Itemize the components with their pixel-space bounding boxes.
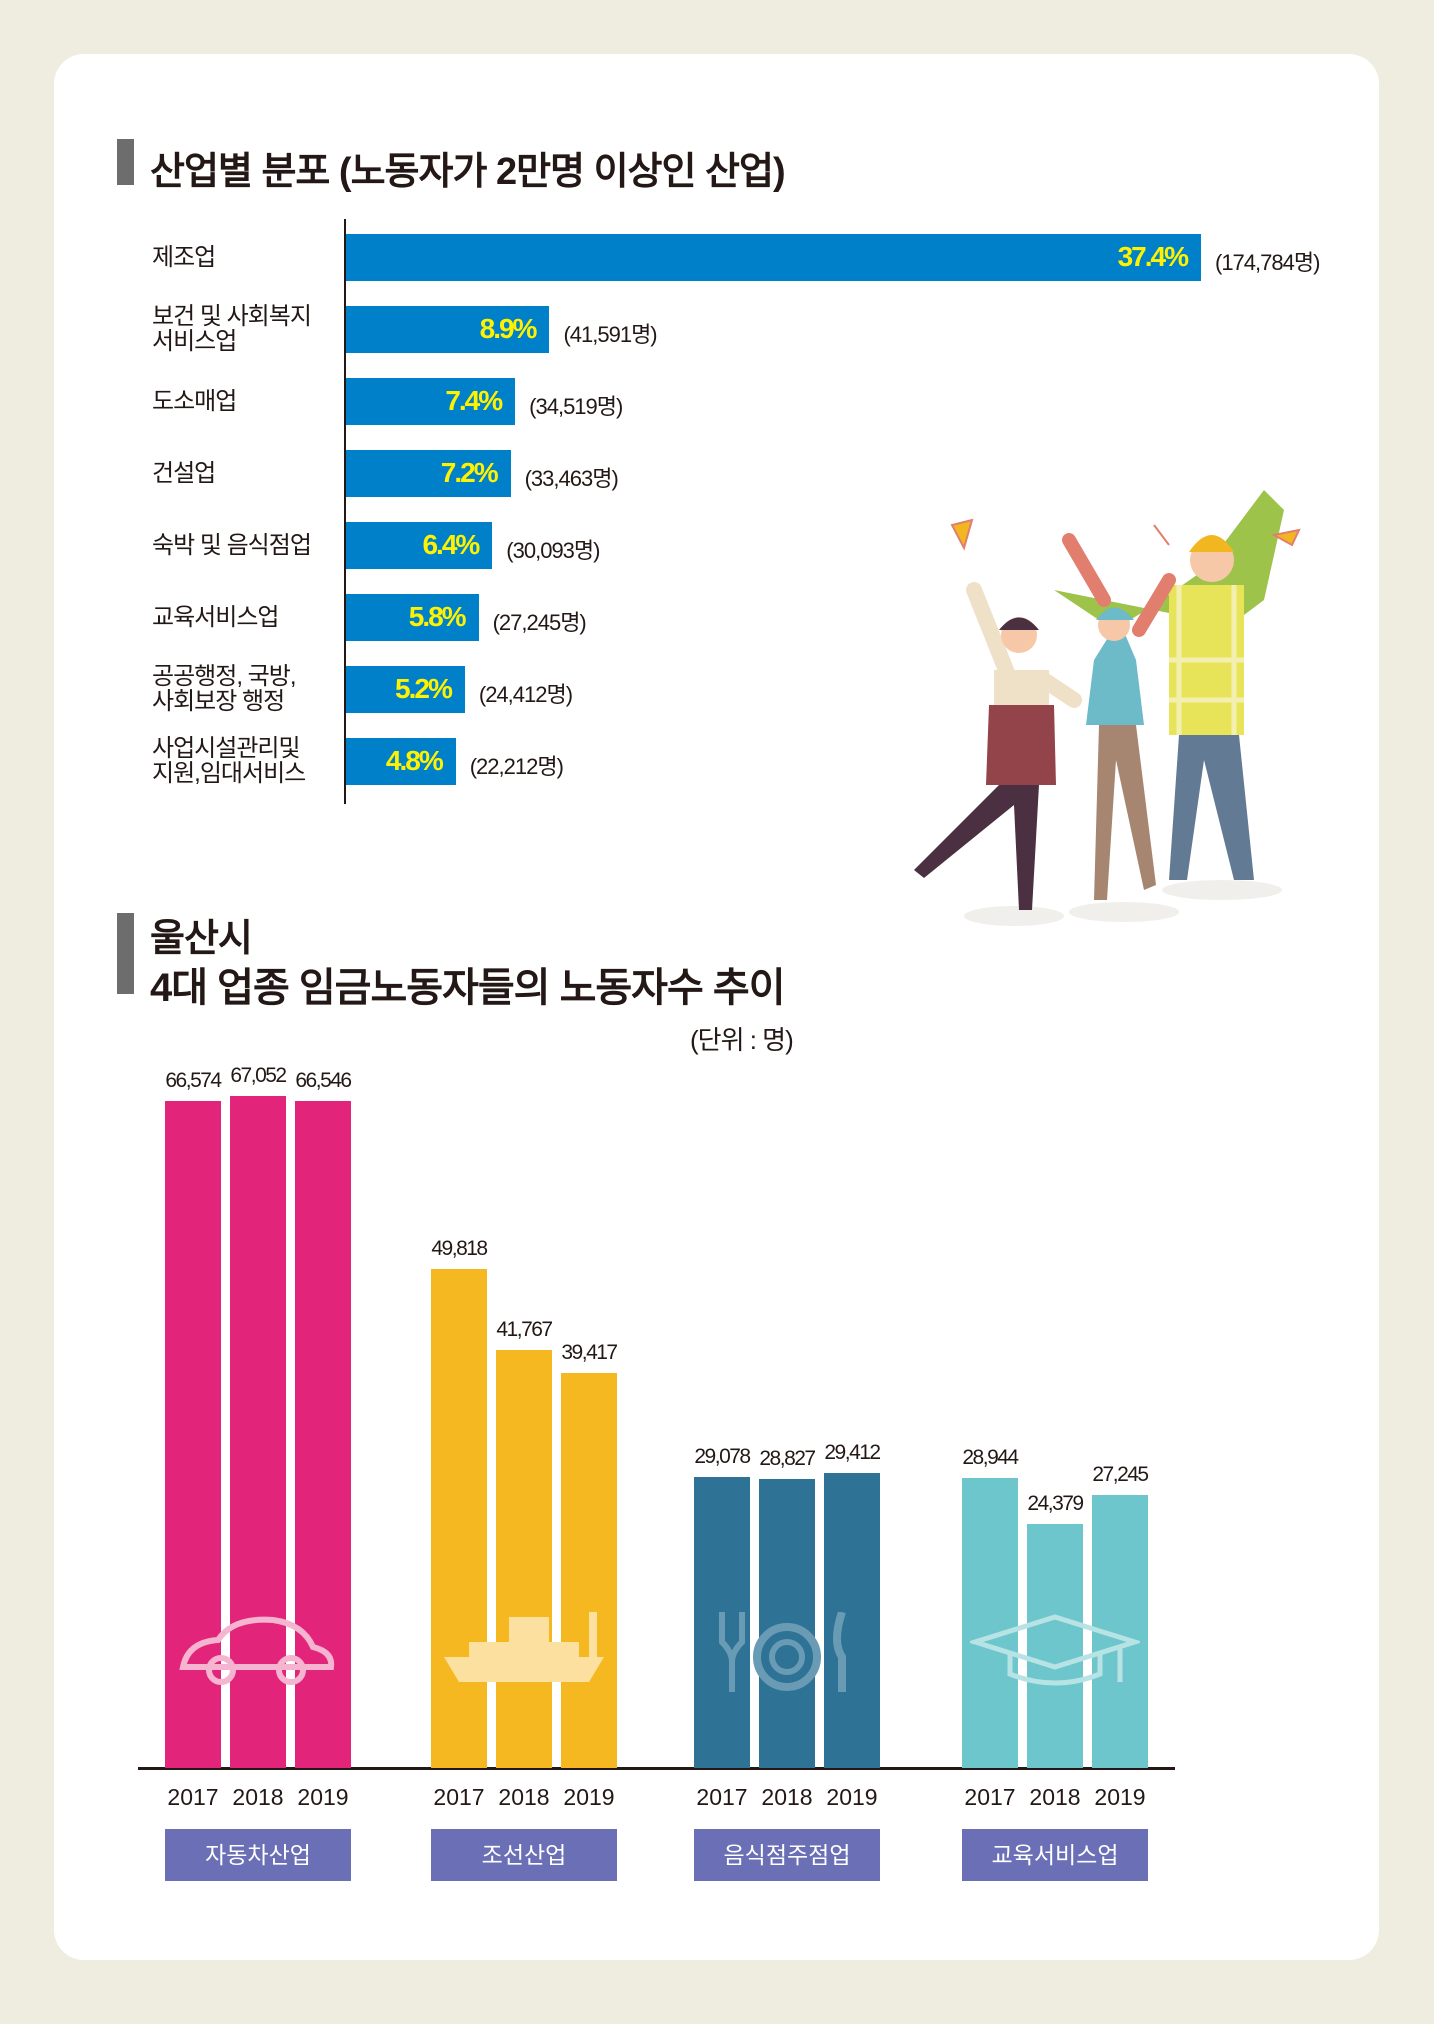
value-label: 7.2% xyxy=(440,457,499,488)
year-tick-label: 2019 xyxy=(563,1784,615,1810)
category-label-line: 숙박 및 음식점업 xyxy=(152,531,312,559)
value-label: 8.9% xyxy=(479,313,538,344)
year-tick-label: 2017 xyxy=(167,1784,219,1810)
section-marker xyxy=(117,139,134,185)
value-label: 29,412 xyxy=(824,1441,881,1465)
bar xyxy=(346,306,550,353)
value-label: 27,245 xyxy=(1092,1463,1149,1487)
value-label: 7.4% xyxy=(445,385,503,416)
bar xyxy=(346,738,456,785)
category-label: 제조업 xyxy=(152,243,216,271)
value-label: 41,767 xyxy=(496,1317,553,1341)
year-tick-label: 2019 xyxy=(826,1784,878,1810)
year-tick-label: 2019 xyxy=(1094,1784,1146,1810)
year-tick-label: 2018 xyxy=(498,1784,550,1810)
category-label: 공공행정, 국방, 사회보장 행정 xyxy=(152,663,296,715)
count-label: (30,093명) xyxy=(506,538,600,563)
value-label: 6.4% xyxy=(422,529,480,560)
section2-title-line1: 울산시 xyxy=(150,918,253,960)
category-label-line: 교육서비스업 xyxy=(152,603,279,631)
category-label-line: 공공행정, 국방, xyxy=(152,663,296,690)
car-icon xyxy=(179,1616,335,1685)
value-label: 28,827 xyxy=(759,1447,816,1471)
count-label: (27,245명) xyxy=(492,610,587,635)
value-label: 28,944 xyxy=(962,1446,1019,1469)
count-label: (24,412명) xyxy=(478,682,573,707)
year-tick-label: 2017 xyxy=(964,1784,1016,1810)
year-tick-label: 2018 xyxy=(761,1784,813,1810)
category-label: 사업시설관리및 지원,임대서비스 xyxy=(152,735,306,787)
bar xyxy=(295,1101,351,1768)
count-label: (41,591명) xyxy=(563,322,657,347)
bar xyxy=(1027,1523,1083,1768)
bar xyxy=(824,1473,880,1768)
count-label: (33,463명) xyxy=(524,466,619,491)
value-label: 29,078 xyxy=(694,1444,751,1468)
bar xyxy=(346,522,493,569)
value-label: 39,417 xyxy=(561,1341,618,1365)
category-label: 교육서비스업 xyxy=(152,603,279,631)
value-label: 4.8% xyxy=(385,745,444,776)
category-label-line: 서비스업 xyxy=(152,328,237,355)
bar xyxy=(962,1478,1018,1768)
value-label: 5.2% xyxy=(395,673,453,704)
bar xyxy=(346,450,511,497)
workers-illustration xyxy=(914,490,1301,926)
section-marker xyxy=(117,913,134,994)
value-label: 49,818 xyxy=(431,1236,488,1260)
bar xyxy=(346,666,465,713)
category-label-line: 보건 및 사회복지 xyxy=(152,303,312,330)
category-label: 보건 및 사회복지 서비스업 xyxy=(152,303,312,355)
bar xyxy=(346,594,479,641)
value-label: 66,574 xyxy=(165,1069,222,1092)
category-label: 도소매업 xyxy=(152,387,237,415)
count-label: (174,784명) xyxy=(1215,250,1320,275)
section1-title: 산업별 분포 (노동자가 2만명 이상인 산업) xyxy=(150,151,786,193)
section2-title-line2: 4대 업종 임금노동자들의 노동자수 추이 xyxy=(150,966,785,1010)
bar xyxy=(561,1373,617,1768)
ship-icon xyxy=(444,1612,604,1682)
count-label: (22,212명) xyxy=(469,754,564,779)
bar xyxy=(431,1268,487,1768)
category-label-line: 지원,임대서비스 xyxy=(152,760,306,787)
category-button: 음식점주점업 xyxy=(694,1829,880,1881)
x-axis-line xyxy=(138,1767,1175,1770)
year-tick-label: 2018 xyxy=(232,1784,284,1810)
year-tick-label: 2019 xyxy=(297,1784,349,1810)
category-label-line: 사업시설관리및 xyxy=(152,735,301,762)
category-button: 자동차산업 xyxy=(165,1829,351,1881)
value-label: 37.4% xyxy=(1117,241,1189,272)
value-label: 67,052 xyxy=(230,1064,287,1088)
category-label-line: 사회보장 행정 xyxy=(152,688,285,715)
dining-icon xyxy=(719,1612,846,1692)
bar xyxy=(165,1101,221,1768)
category-label-line: 건설업 xyxy=(152,459,216,487)
year-tick-label: 2017 xyxy=(696,1784,748,1810)
year-tick-label: 2018 xyxy=(1029,1784,1081,1810)
y-axis-line xyxy=(344,219,346,804)
bar xyxy=(346,378,516,425)
count-label: (34,519명) xyxy=(529,394,623,419)
unit-label: (단위 : 명) xyxy=(690,1025,794,1055)
category-label-line: 도소매업 xyxy=(152,387,237,415)
graduation-cap-icon xyxy=(970,1614,1140,1686)
year-tick-label: 2017 xyxy=(433,1784,485,1810)
bar xyxy=(346,234,1201,281)
category-label: 건설업 xyxy=(152,459,216,487)
bar xyxy=(496,1349,552,1768)
value-label: 66,546 xyxy=(295,1069,352,1093)
category-button: 조선산업 xyxy=(431,1829,617,1881)
bar xyxy=(230,1096,286,1768)
value-label: 5.8% xyxy=(408,601,467,632)
category-label: 숙박 및 음식점업 xyxy=(152,531,312,559)
category-label-line: 제조업 xyxy=(152,243,216,271)
category-button: 교육서비스업 xyxy=(962,1829,1148,1881)
value-label: 24,379 xyxy=(1027,1491,1084,1515)
